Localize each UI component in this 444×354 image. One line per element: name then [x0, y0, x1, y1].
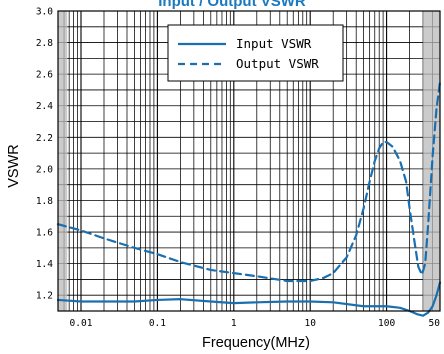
x-axis-label: Frequency(MHz) [202, 335, 310, 351]
tick-labels: 1.2 1.4 1.6 1.8 2.0 2.2 2.4 2.6 2.8 3.0 0.01 0.1 1 10… [36, 7, 440, 330]
y-tick-label: 1.4 [36, 259, 53, 270]
y-tick-label: 1.8 [36, 196, 53, 207]
x-tick-label: 0.1 [149, 318, 166, 329]
x-tick-label: 100 [378, 318, 395, 329]
x-tick-label: 0.01 [70, 318, 93, 329]
legend-box [167, 24, 344, 82]
legend-label-input-vswr: Input VSWR [236, 36, 312, 51]
y-tick-label: 2.0 [36, 164, 53, 175]
x-tick-label: 1 [231, 318, 237, 329]
series-layer [56, 80, 442, 317]
x-tick-label: 10 [304, 318, 316, 329]
shaded-band-0 [58, 11, 68, 311]
y-axis-label: VSWR [6, 144, 22, 188]
y-tick-label: 2.8 [36, 38, 53, 49]
legend: Input VSWR Output VSWR [167, 24, 344, 82]
y-tick-label: 1.2 [36, 291, 53, 302]
y-tick-label: 2.6 [36, 70, 53, 81]
legend-label-output-vswr: Output VSWR [236, 56, 319, 71]
y-tick-label: 3.0 [36, 7, 53, 18]
series-line-output-vswr [56, 80, 442, 283]
chart-title: Input / Output VSWR [158, 0, 306, 10]
x-tick-label: 50 [429, 318, 441, 329]
y-tick-label: 2.4 [36, 101, 53, 112]
y-tick-label: 2.2 [36, 133, 53, 144]
series-line-input-vswr [56, 281, 442, 317]
y-tick-label: 1.6 [36, 228, 53, 239]
grid-layer [57, 10, 441, 312]
plot-frame [57, 10, 441, 312]
